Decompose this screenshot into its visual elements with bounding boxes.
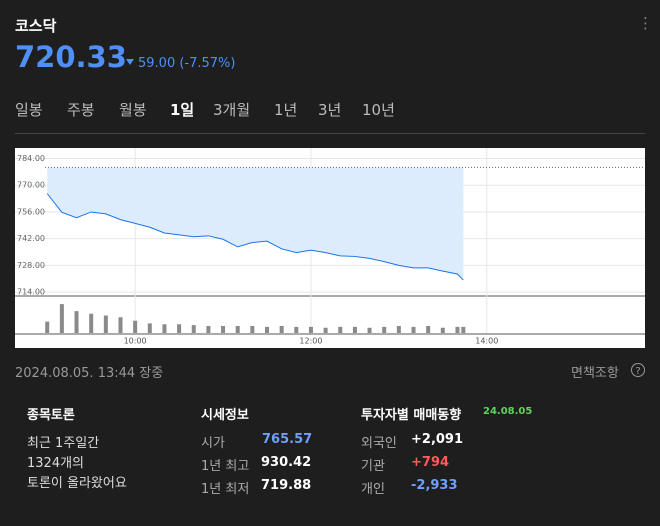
label: 시가 — [201, 436, 225, 451]
price: 720.33 — [15, 40, 127, 74]
y-tick-label: 728.00 — [17, 261, 45, 270]
tab[interactable]: 월봉 — [119, 101, 147, 119]
volume-bar — [440, 327, 445, 333]
down-arrow — [126, 59, 134, 65]
volume-bar — [352, 326, 357, 333]
tab[interactable]: 1일 — [170, 101, 195, 119]
volume-bar — [177, 324, 182, 333]
menu-button[interactable]: ⋮ — [638, 14, 653, 32]
value: +794 — [411, 455, 450, 470]
volume-bar — [147, 323, 152, 333]
title: 코스닥 — [15, 17, 57, 35]
value: -2,933 — [411, 478, 458, 493]
volume-bar — [45, 321, 50, 333]
date: 24.08.05 — [483, 406, 533, 417]
volume-bar — [382, 326, 387, 333]
volume-bar — [118, 317, 123, 333]
label: 외국인 — [361, 436, 397, 451]
change: 59.00 (-7.57%) — [138, 56, 236, 71]
tab[interactable]: 3개월 — [213, 101, 251, 119]
volume-bar — [279, 326, 284, 333]
svg-text:?: ? — [635, 366, 640, 377]
volume-bar — [191, 325, 196, 333]
tab[interactable]: 1년 — [274, 101, 298, 119]
x-tick-label: 14:00 — [475, 337, 498, 346]
price-line — [46, 193, 464, 281]
volume-bar — [426, 326, 431, 333]
volume-bar — [59, 304, 64, 333]
section-title: 투자자별 매매동향 — [361, 408, 462, 423]
label: 개인 — [361, 482, 385, 497]
help-icon[interactable]: ? — [630, 362, 646, 378]
volume-bar — [455, 326, 460, 333]
volume-bar — [338, 326, 343, 333]
label: 기관 — [361, 459, 385, 474]
value: 930.42 — [261, 455, 312, 470]
discussion-line[interactable]: 최근 1주일간 — [27, 436, 100, 451]
tab[interactable]: 10년 — [362, 101, 395, 119]
y-tick-label: 756.00 — [17, 207, 45, 216]
label: 1년 최저 — [201, 482, 250, 497]
y-tick-label: 770.00 — [17, 181, 45, 190]
section-title: 종목토론 — [27, 408, 75, 423]
volume-bar — [411, 326, 416, 333]
value: +2,091 — [411, 432, 464, 447]
volume-bar — [103, 315, 108, 333]
volume-bar — [133, 320, 138, 333]
chart: 784.00 770.00 756.00 742.00 728.00 714.00 10:0… — [15, 148, 645, 348]
tab[interactable]: 3년 — [318, 101, 342, 119]
volume-bar — [308, 326, 313, 333]
volume-bar — [461, 326, 466, 333]
label: 1년 최고 — [201, 459, 250, 474]
discussion-line[interactable]: 1324개의 — [27, 456, 85, 471]
x-tick-label: 12:00 — [299, 337, 322, 346]
volume-bar — [250, 326, 255, 333]
volume-bar — [74, 311, 79, 333]
volume-bar — [162, 324, 167, 333]
y-tick-label: 784.00 — [17, 154, 45, 163]
tab[interactable]: 주봉 — [67, 101, 95, 119]
volume-bar — [367, 327, 372, 333]
value: 719.88 — [261, 478, 312, 493]
x-tick-label: 10:00 — [124, 337, 147, 346]
volume-bar — [294, 326, 299, 333]
y-tick-label: 742.00 — [17, 234, 45, 243]
y-tick-label: 714.00 — [17, 288, 45, 297]
volume-bar — [89, 313, 94, 333]
discussion-line[interactable]: 토론이 올라왔어요 — [27, 476, 127, 491]
area — [47, 167, 464, 281]
volume-bar — [323, 327, 328, 333]
volume-bar — [235, 326, 240, 333]
disclaimer[interactable]: 면책조항 — [571, 366, 619, 381]
divider — [15, 133, 645, 134]
tab[interactable]: 일봉 — [15, 101, 43, 119]
volume-bar — [221, 326, 226, 333]
volume-bar — [265, 326, 269, 333]
volume-bar — [206, 326, 211, 333]
timestamp: 2024.08.05. 13:44 장중 — [15, 366, 164, 381]
value: 765.57 — [262, 432, 313, 447]
volume-bar — [396, 326, 401, 333]
section-title: 시세정보 — [201, 408, 249, 423]
